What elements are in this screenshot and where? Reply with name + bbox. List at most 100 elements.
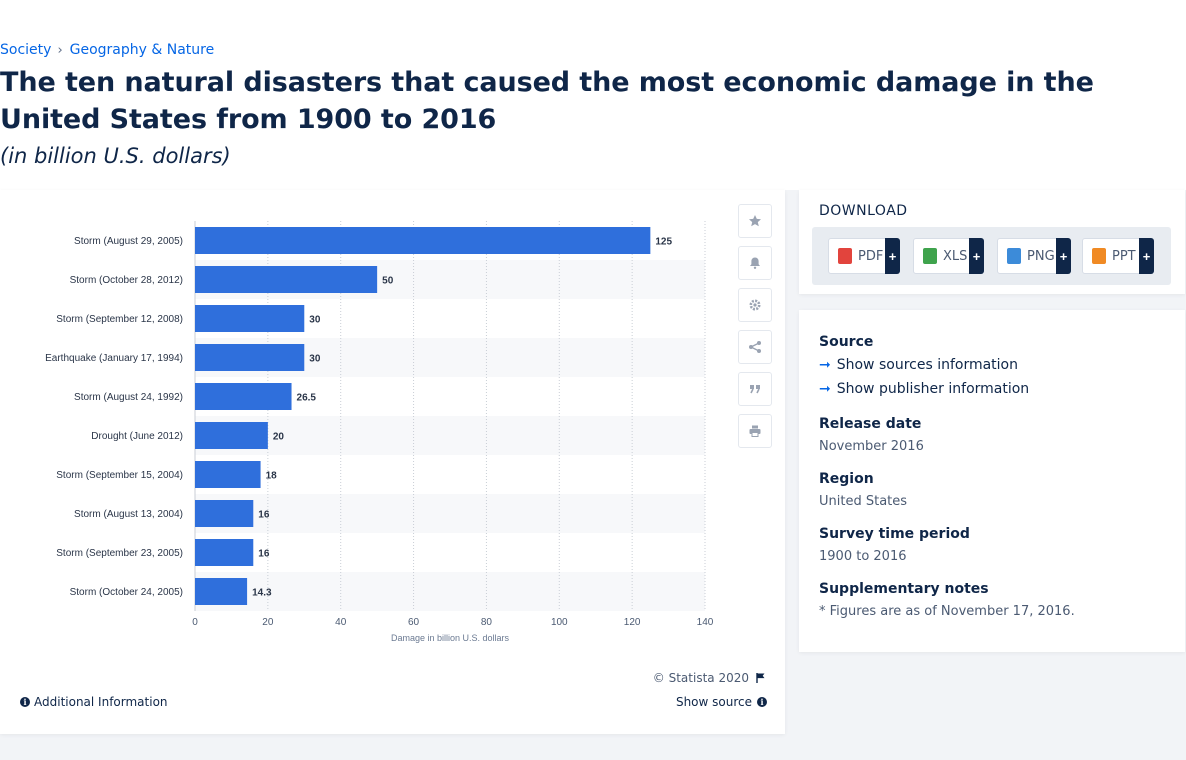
row-band (195, 494, 705, 533)
breadcrumb-link-society[interactable]: Society (0, 42, 52, 58)
data-label: 30 (309, 354, 321, 365)
data-label: 20 (273, 432, 285, 443)
x-tick-label: 140 (697, 617, 714, 628)
bar (195, 344, 305, 371)
show-sources-label: Show sources information (836, 357, 1018, 373)
bar (195, 422, 268, 449)
category-label: Storm (October 24, 2005) (70, 587, 183, 598)
quote-icon (750, 385, 760, 394)
data-label: 125 (655, 237, 672, 248)
share-icon (749, 341, 761, 353)
print-icon (749, 425, 761, 437)
data-label: 26.5 (297, 393, 317, 404)
category-label: Storm (October 28, 2012) (70, 275, 183, 286)
row-band (195, 572, 705, 611)
statistic-details-card: Source ➞ Show sources information ➞ Show… (799, 310, 1185, 652)
download-ppt-button[interactable]: PPT + (1082, 238, 1154, 274)
bar (195, 500, 254, 527)
statista-credit: © Statista 2020 (653, 671, 767, 685)
chart-card: Storm (August 29, 2005) 125 Storm (October… (0, 190, 785, 734)
region-value: United States (819, 494, 908, 509)
bar (195, 227, 651, 254)
notification-button[interactable] (738, 246, 772, 280)
download-xls-label: XLS (943, 248, 968, 264)
xls-file-icon (923, 248, 937, 264)
source-heading: Source (819, 334, 874, 350)
x-tick-label: 0 (192, 617, 198, 628)
bar (195, 305, 305, 332)
x-tick-label: 100 (551, 617, 568, 628)
arrow-right-icon: ➞ (819, 381, 831, 397)
region-heading: Region (819, 471, 874, 487)
bar (195, 578, 248, 605)
category-label: Storm (September 15, 2004) (56, 470, 183, 481)
bell-icon (750, 257, 760, 269)
x-tick-label: 120 (624, 617, 641, 628)
category-label: Storm (August 24, 1992) (74, 392, 183, 403)
bar (195, 539, 254, 566)
survey-period-heading: Survey time period (819, 526, 970, 542)
show-source-label: Show source (675, 695, 752, 709)
x-axis-title: Damage in billion U.S. dollars (391, 633, 510, 643)
download-buttons: PDF + XLS + PNG + PPT + (812, 227, 1171, 285)
flag-icon[interactable] (755, 672, 767, 684)
page-subtitle: (in billion U.S. dollars) (0, 144, 231, 168)
download-png-label: PNG (1027, 248, 1055, 264)
release-date-heading: Release date (819, 416, 922, 432)
release-date-value: November 2016 (819, 439, 924, 454)
breadcrumb-separator: › (57, 42, 63, 58)
star-icon (749, 215, 761, 227)
category-label: Drought (June 2012) (91, 431, 183, 442)
breadcrumb-link-geography-nature[interactable]: Geography & Nature (69, 42, 215, 58)
favorite-button[interactable] (738, 204, 772, 238)
supplementary-notes-heading: Supplementary notes (819, 581, 989, 597)
credit-text: © Statista 2020 (652, 671, 749, 685)
download-png-button[interactable]: PNG + (997, 238, 1071, 274)
x-tick-label: 40 (335, 617, 347, 628)
share-button[interactable] (738, 330, 772, 364)
additional-information-link[interactable]: i Additional Information (20, 695, 168, 709)
survey-period-value: 1900 to 2016 (819, 549, 907, 564)
x-tick-label: 60 (408, 617, 420, 628)
bar-chart: Storm (August 29, 2005) 125 Storm (October… (45, 221, 714, 643)
data-label: 14.3 (252, 588, 272, 599)
data-label: 16 (258, 510, 270, 521)
show-sources-link[interactable]: ➞ Show sources information (819, 357, 1018, 373)
bar (195, 461, 261, 488)
cite-button[interactable] (738, 372, 772, 406)
plus-icon: + (885, 238, 900, 274)
additional-information-label: Additional Information (34, 695, 168, 709)
chart-toolbar (738, 204, 772, 456)
settings-button[interactable] (738, 288, 772, 322)
show-publisher-link[interactable]: ➞ Show publisher information (819, 381, 1029, 397)
download-pdf-label: PDF (858, 248, 884, 264)
data-label: 50 (382, 276, 394, 287)
info-icon: i (20, 697, 30, 707)
show-publisher-label: Show publisher information (836, 381, 1030, 397)
data-label: 16 (258, 549, 270, 560)
bar (195, 266, 378, 293)
category-label: Storm (September 23, 2005) (56, 548, 183, 559)
category-label: Storm (August 29, 2005) (74, 236, 183, 247)
arrow-right-icon: ➞ (819, 357, 831, 373)
download-ppt-label: PPT (1112, 248, 1136, 264)
page-title: The ten natural disasters that caused th… (0, 67, 1094, 135)
row-band (195, 416, 705, 455)
download-pdf-button[interactable]: PDF + (828, 238, 900, 274)
show-source-link[interactable]: Show source i (676, 695, 767, 709)
plus-icon: + (1139, 238, 1154, 274)
x-tick-label: 20 (262, 617, 274, 628)
bar (195, 383, 292, 410)
pdf-file-icon (838, 248, 852, 264)
ppt-file-icon (1092, 248, 1106, 264)
data-label: 18 (266, 471, 278, 482)
download-title: DOWNLOAD (819, 203, 908, 219)
download-xls-button[interactable]: XLS + (913, 238, 984, 274)
category-label: Storm (September 12, 2008) (56, 314, 183, 325)
supplementary-notes-value: * Figures are as of November 17, 2016. (819, 604, 1075, 619)
print-button[interactable] (738, 414, 772, 448)
category-label: Storm (August 13, 2004) (74, 509, 183, 520)
plus-icon: + (969, 238, 984, 274)
header-background (0, 0, 1186, 190)
gear-icon (749, 299, 761, 311)
